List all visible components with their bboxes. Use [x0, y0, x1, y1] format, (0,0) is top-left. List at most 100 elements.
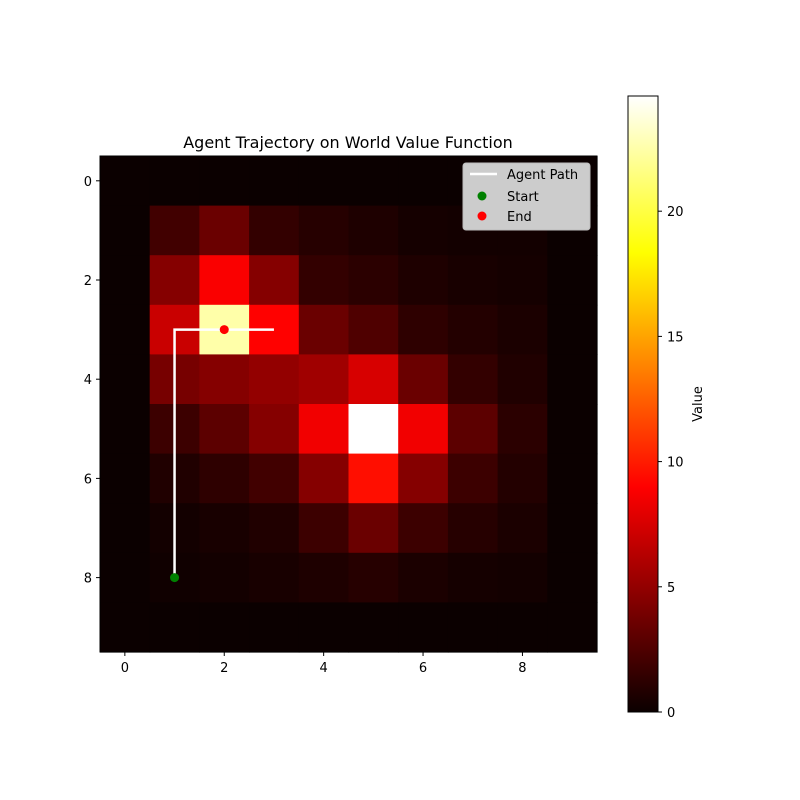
colorbar-tick-label: 0 — [667, 706, 675, 721]
heatmap-cell — [199, 354, 250, 405]
heatmap-cell — [398, 354, 449, 405]
heatmap-cell — [547, 453, 598, 504]
x-tick-label: 4 — [320, 661, 328, 676]
heatmap-cell — [199, 156, 250, 207]
heatmap-cell — [547, 255, 598, 306]
heatmap-cell — [100, 255, 151, 306]
heatmap-cell — [348, 404, 399, 455]
heatmap-cell — [447, 304, 499, 355]
colorbar-gradient — [627, 95, 659, 713]
heatmap-cell — [348, 156, 399, 207]
heatmap-cell — [398, 453, 449, 504]
heatmap-cell — [298, 255, 350, 306]
heatmap-cell — [348, 354, 399, 405]
heatmap-cell — [348, 205, 399, 256]
legend: Agent Path Start End — [462, 162, 591, 231]
heatmap-cell — [149, 205, 200, 256]
heatmap-cell — [100, 453, 151, 504]
heatmap-cell — [348, 552, 399, 603]
heatmap-cell — [199, 552, 250, 603]
chart-title: Agent Trajectory on World Value Function — [183, 133, 513, 152]
heatmap-cell — [298, 602, 350, 653]
heatmap-cell — [398, 503, 449, 554]
heatmap-cell — [249, 156, 300, 207]
heatmap-cell — [298, 304, 350, 355]
heatmap-cell — [447, 552, 499, 603]
heatmap-cell — [249, 205, 300, 256]
heatmap-cell — [100, 552, 151, 603]
heatmap-cell — [497, 602, 548, 653]
heatmap-cell — [249, 503, 300, 554]
heatmap-cell — [249, 602, 300, 653]
heatmap-cell — [199, 205, 250, 256]
legend-end-label: End — [507, 210, 532, 225]
legend-agent-path-label: Agent Path — [507, 168, 578, 183]
heatmap-cell — [497, 453, 548, 504]
heatmap-cell — [199, 503, 250, 554]
heatmap-cell — [100, 205, 151, 256]
heatmap-cell — [298, 453, 350, 504]
y-tick-label: 0 — [84, 175, 92, 190]
legend-end-swatch — [477, 211, 487, 221]
heatmap-cell — [547, 552, 598, 603]
y-tick-label: 2 — [84, 274, 92, 289]
heatmap-cell — [348, 503, 399, 554]
colorbar: 0 5 10 15 20 Value — [627, 95, 706, 721]
heatmap-cell — [398, 404, 449, 455]
x-tick-label: 6 — [419, 661, 427, 676]
heatmap-cell — [149, 602, 200, 653]
heatmap-cell — [249, 354, 300, 405]
heatmap-cell — [249, 552, 300, 603]
heatmap-cell — [100, 304, 151, 355]
heatmap-cell — [497, 304, 548, 355]
heatmap-cell — [249, 404, 300, 455]
x-tick-label: 8 — [518, 661, 526, 676]
legend-box — [462, 162, 591, 231]
heatmap-cell — [348, 304, 399, 355]
heatmap-cell — [100, 156, 151, 207]
end-marker — [219, 325, 229, 335]
heatmap-cell — [398, 602, 449, 653]
colorbar-ticks: 0 5 10 15 20 — [658, 205, 684, 721]
heatmap-cell — [298, 205, 350, 256]
heatmap-cell — [497, 354, 548, 405]
legend-start-swatch — [477, 191, 487, 201]
heatmap-cell — [398, 205, 449, 256]
colorbar-tick-label: 20 — [667, 205, 684, 220]
heatmap-cell — [497, 404, 548, 455]
heatmap-cell — [199, 255, 250, 306]
heatmap-cell — [199, 404, 250, 455]
agent-path-layer — [170, 325, 274, 583]
heatmap-cell — [398, 304, 449, 355]
y-tick-label: 4 — [84, 373, 92, 388]
start-marker — [170, 573, 180, 583]
heatmap-cell — [398, 255, 449, 306]
heatmap-cell — [348, 453, 399, 504]
colorbar-tick-label: 5 — [667, 581, 675, 596]
heatmap-cell — [199, 602, 250, 653]
agent-path-line — [173, 328, 274, 578]
heatmap-cell — [100, 354, 151, 405]
heatmap-cell — [348, 255, 399, 306]
heatmap-cell — [547, 503, 598, 554]
heatmap-cell — [348, 602, 399, 653]
colorbar-tick-label: 15 — [667, 330, 684, 345]
x-tick-label: 2 — [220, 661, 228, 676]
heatmap-cell — [298, 354, 350, 405]
y-tick-label: 6 — [84, 472, 92, 487]
heatmap-cell — [298, 404, 350, 455]
heatmap-cell — [447, 503, 499, 554]
x-axis: 0 2 4 6 8 — [121, 652, 527, 676]
heatmap-cell — [100, 404, 151, 455]
heatmap-cell — [447, 255, 499, 306]
colorbar-label: Value — [691, 386, 706, 422]
y-tick-label: 8 — [84, 572, 92, 587]
heatmap-cell — [447, 453, 499, 504]
heatmap-cell — [447, 404, 499, 455]
legend-start-label: Start — [507, 190, 539, 205]
heatmap-cell — [447, 602, 499, 653]
heatmap-cell — [497, 503, 548, 554]
heatmap-cell — [249, 255, 300, 306]
heatmap-cell — [547, 304, 598, 355]
heatmap-cell — [149, 156, 200, 207]
